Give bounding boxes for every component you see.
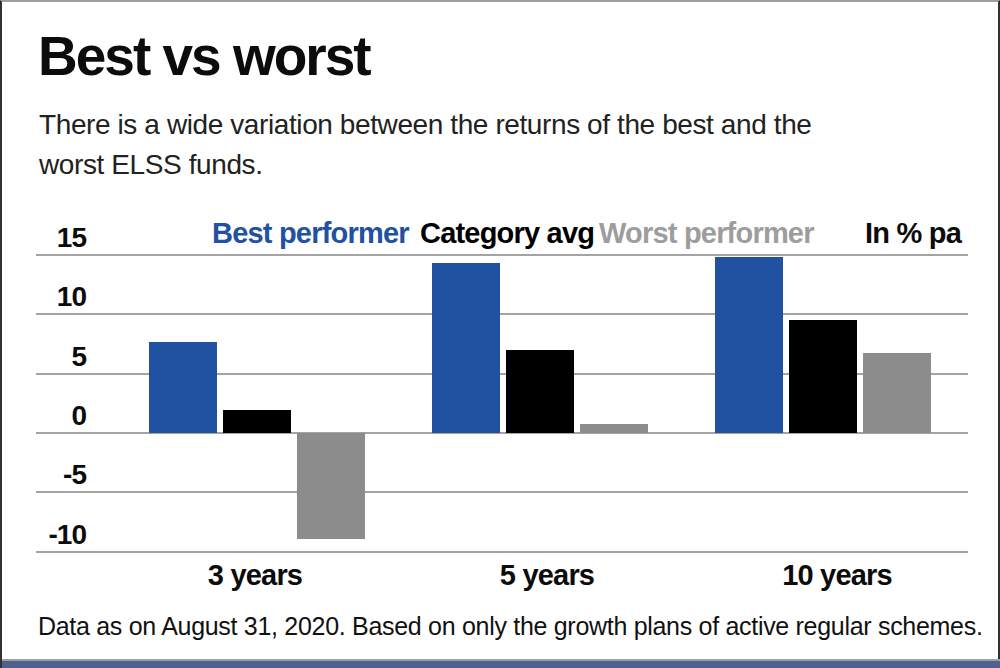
bar-category-avg-3-years	[223, 410, 291, 433]
x-tick-label-5-years: 5 years	[500, 559, 594, 592]
bar-worst-performer-3-years	[297, 433, 365, 539]
bar-category-avg-10-years	[789, 320, 857, 433]
y-tick-label-15: 15	[20, 222, 86, 254]
bar-category-avg-5-years	[506, 350, 574, 433]
legend-item-worst-performer: Worst performer	[599, 217, 814, 250]
chart-card: Best vs worst There is a wide variation …	[0, 0, 1000, 668]
gridline--10	[36, 551, 968, 553]
y-tick-label-0: 0	[20, 400, 86, 432]
gridline--5	[36, 491, 968, 493]
page-subtitle: There is a wide variation between the re…	[39, 105, 811, 185]
gridline-10	[36, 313, 968, 315]
x-tick-label-10-years: 10 years	[782, 559, 892, 592]
subtitle-line-2: worst ELSS funds.	[39, 145, 811, 185]
y-tick-label--5: -5	[20, 459, 86, 491]
bar-best-performer-5-years	[432, 263, 500, 433]
gridline-15	[36, 254, 968, 256]
bottom-accent-bar	[2, 659, 1000, 668]
bar-best-performer-10-years	[715, 257, 783, 433]
bar-worst-performer-10-years	[863, 353, 931, 433]
page-title: Best vs worst	[38, 26, 370, 86]
unit-label: In % pa	[865, 217, 961, 250]
legend-item-best-performer: Best performer	[212, 217, 409, 250]
y-tick-label--10: -10	[20, 519, 86, 551]
legend-item-category-avg: Category avg	[420, 217, 594, 250]
subtitle-line-1: There is a wide variation between the re…	[39, 105, 811, 145]
bar-worst-performer-5-years	[580, 424, 648, 433]
footer-note: Data as on August 31, 2020. Based on onl…	[38, 612, 983, 641]
y-tick-label-5: 5	[20, 341, 86, 373]
x-tick-label-3-years: 3 years	[208, 559, 302, 592]
bar-best-performer-3-years	[149, 342, 217, 433]
y-tick-label-10: 10	[20, 281, 86, 313]
